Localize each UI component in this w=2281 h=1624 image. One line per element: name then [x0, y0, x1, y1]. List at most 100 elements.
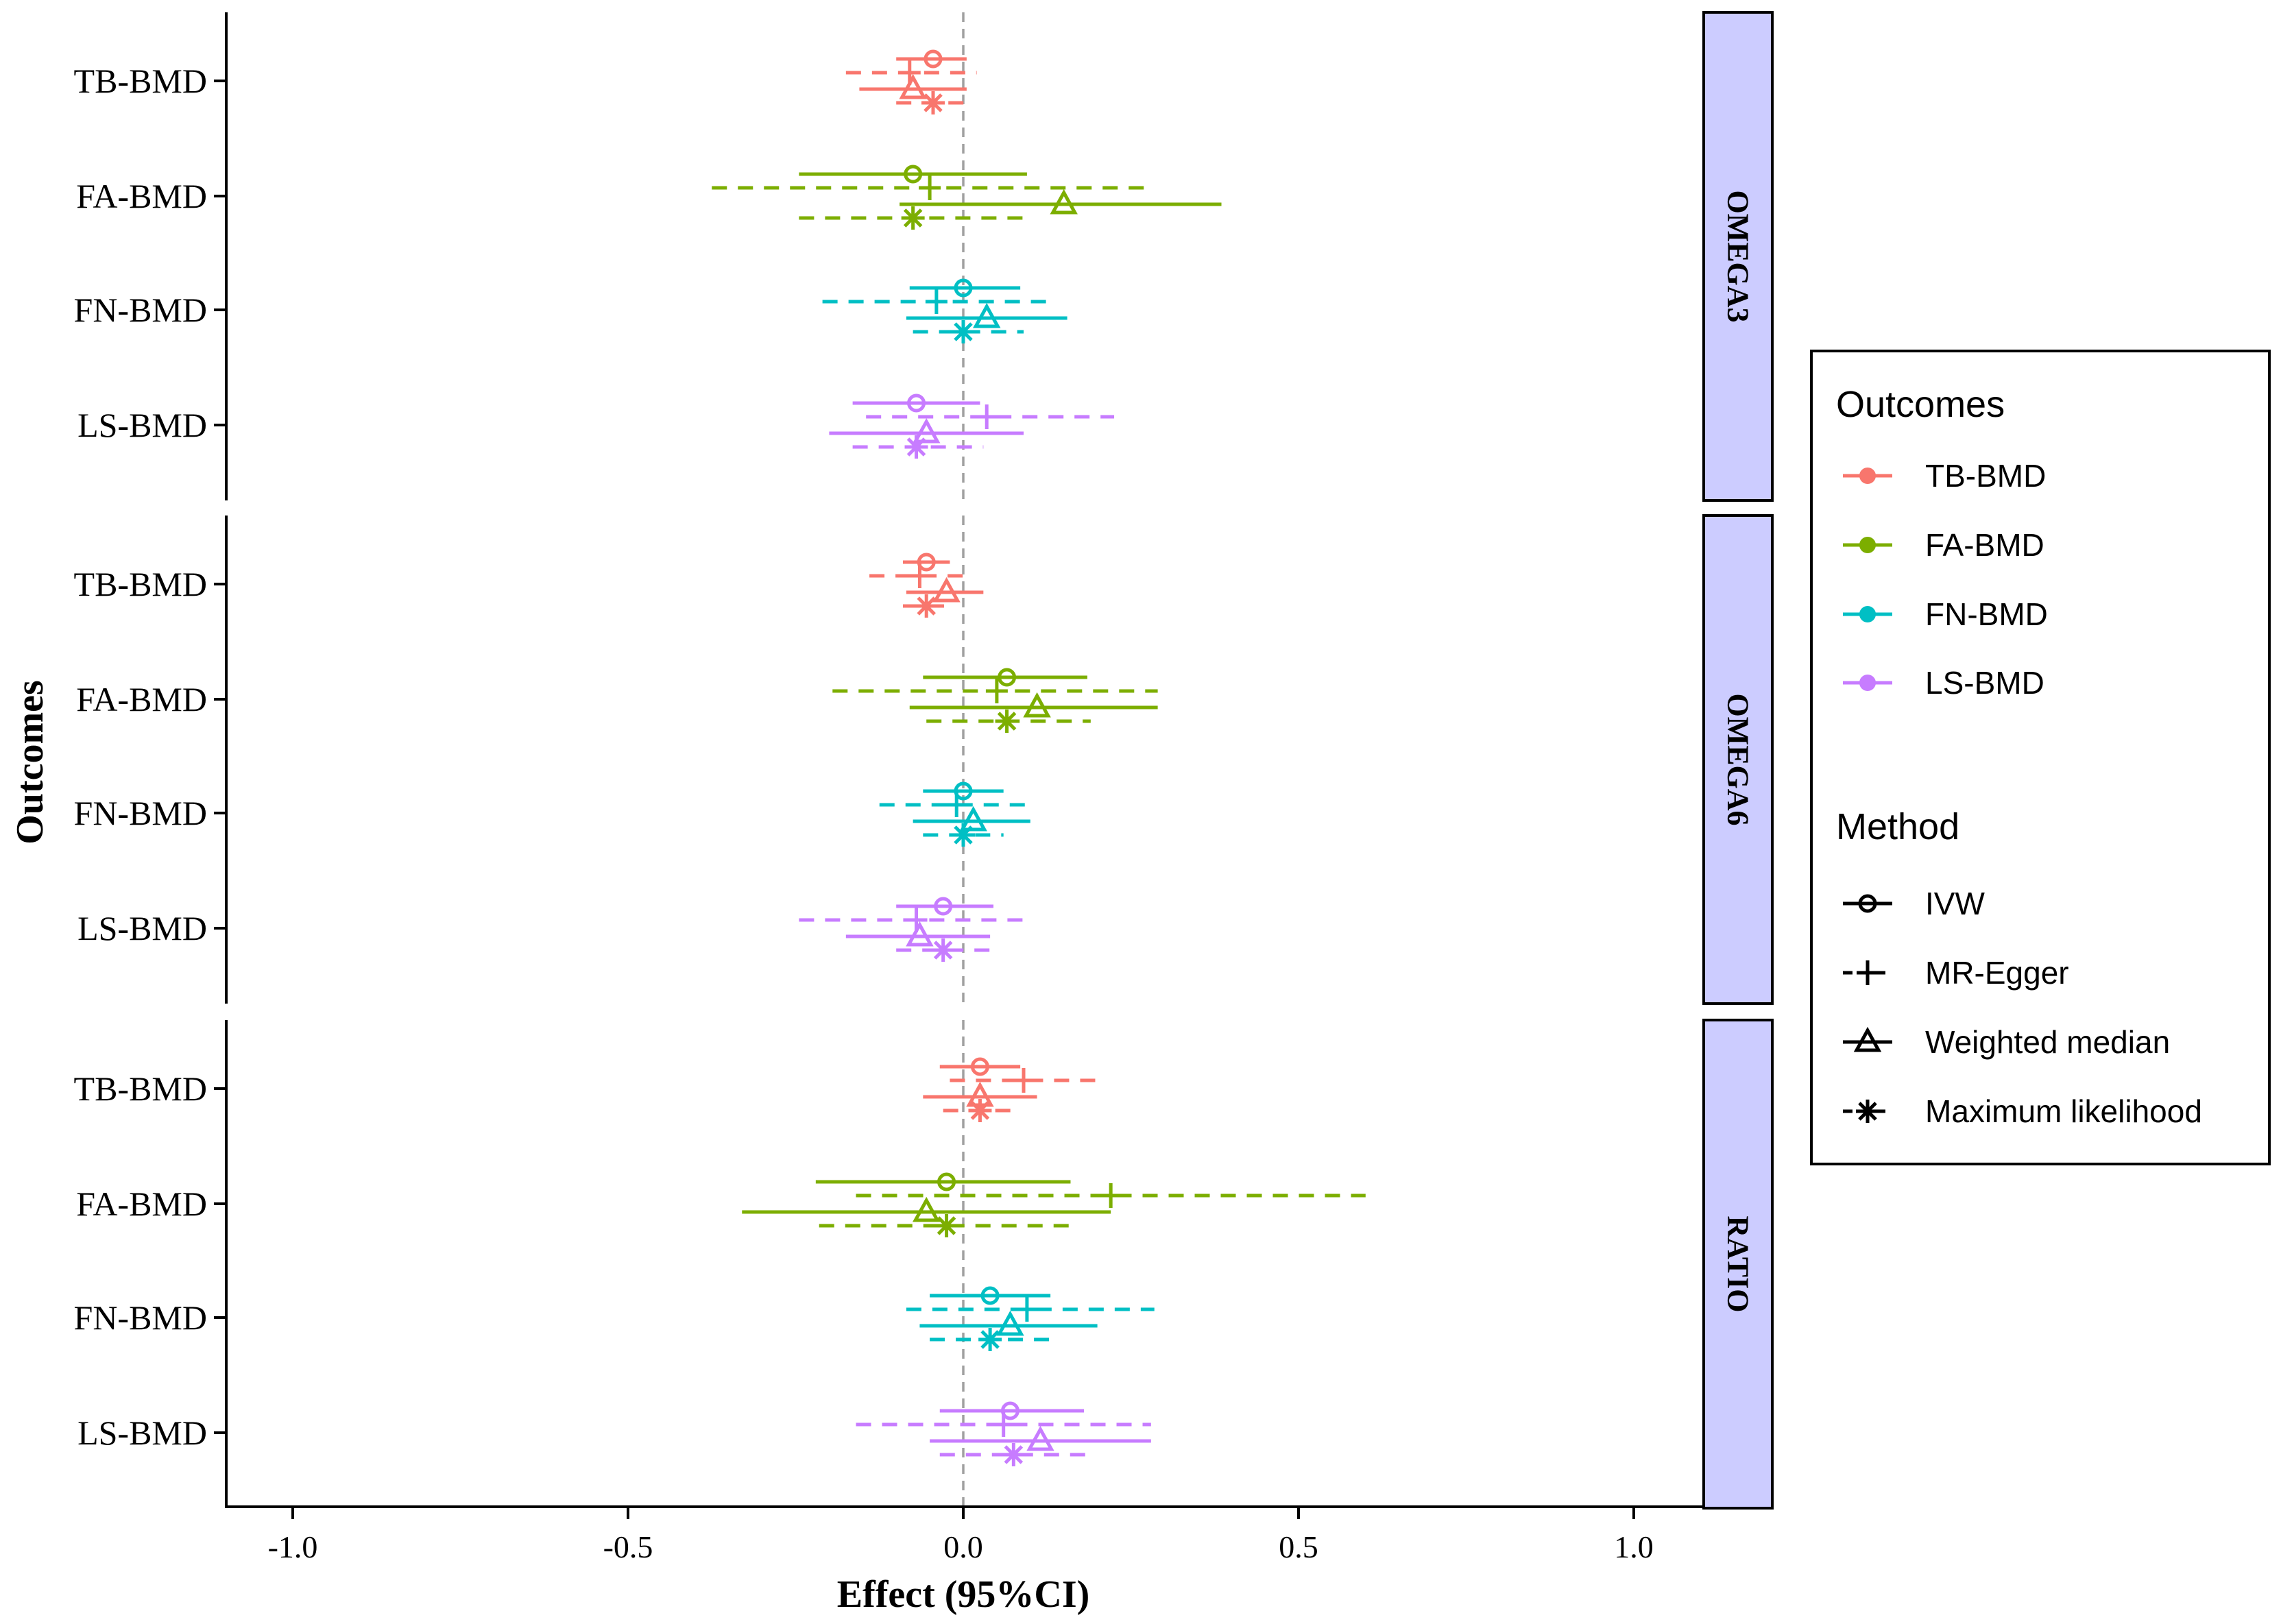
panel-omega3-fn-bmd-mr-egger-marker [925, 289, 948, 314]
panel-omega3-fn-bmd-maximum-likelihood-marker-d [954, 322, 973, 341]
panel-ratio-fa-bmd-weighted-median-marker [912, 1196, 941, 1222]
panel-omega3-fa-bmd-maximum-likelihood-marker [901, 206, 925, 230]
panel-omega3-tb-bmd-y-tick-label: TB-BMD [74, 62, 207, 100]
panels-layer: OMEGA3 TB-BMD FA-BMD FN-BMD LS-BMD OMEGA6 TB-B… [74, 11, 1774, 1510]
panel-ratio-fn-bmd-ivw-marker-circle [980, 1286, 1000, 1305]
panel-omega6-strip [1702, 514, 1774, 1005]
panel-omega3-ls-bmd-mr-egger-marker [976, 404, 998, 429]
panel-omega3-ls-bmd-ivw-marker [907, 393, 926, 413]
panel-ratio-fa-bmd-weighted-median-marker-triangle [912, 1196, 941, 1222]
panel-ratio-tb-bmd-ivw-marker [970, 1057, 989, 1076]
panel-omega6-fa-bmd-y-tick-label: FA-BMD [76, 680, 207, 718]
panel-ratio-ls-bmd-ivw-marker [1000, 1401, 1019, 1420]
panel-omega6-ls-bmd-y-tick-label: LS-BMD [77, 909, 207, 947]
panel-omega6-ls-bmd-maximum-likelihood-marker-d [933, 941, 953, 960]
x-tick-label-1: -0.5 [603, 1529, 653, 1564]
panel-omega3-ls-bmd-maximum-likelihood-marker [904, 435, 928, 459]
panel-omega6-tb-bmd-mr-egger-marker [908, 563, 931, 588]
panel-ratio-ls-bmd-y-tick-label: LS-BMD [77, 1414, 207, 1452]
panel-omega6-ls-bmd-ivw-marker-circle [934, 897, 953, 916]
panel-omega3-fn-bmd-maximum-likelihood-marker [952, 320, 975, 343]
panel-omega3-fn-bmd-weighted-median-marker-triangle [972, 302, 1001, 328]
panel-omega6-fn-bmd-y-tick-label: FN-BMD [74, 794, 207, 832]
panel-ratio-ls-bmd-weighted-median-marker [1026, 1425, 1054, 1451]
panel-ratio-ls-bmd-maximum-likelihood-marker [1002, 1443, 1026, 1466]
y-axis-title: Outcomes [9, 680, 51, 845]
panel-ratio-fn-bmd-maximum-likelihood-marker-d [980, 1330, 1000, 1349]
legend-label-weighted-median: Weighted median [1925, 1024, 2170, 1060]
panel-ratio: RATIO TB-BMD FA-BMD FN-BMD LS-BMD [74, 1019, 1774, 1510]
panel-ratio-tb-bmd-ivw-marker-circle [970, 1057, 989, 1076]
panel-omega6-fn-bmd-ivw-marker-circle [954, 781, 973, 801]
panel-omega3-strip [1702, 11, 1774, 502]
panel-omega3-tb-bmd-maximum-likelihood-marker-d [924, 93, 943, 112]
panel-omega3-fn-bmd-y-tick-label: FN-BMD [74, 291, 207, 329]
legend-key-marker-weighted-median-triangle [1853, 1026, 1882, 1052]
panel-omega6-tb-bmd-maximum-likelihood-marker [915, 594, 939, 618]
panel-omega6-strip-label: OMEGA6 [1722, 693, 1755, 825]
panel-omega6-tb-bmd-weighted-median-marker-triangle [932, 577, 961, 603]
panel-omega3-fa-bmd-weighted-median-marker-triangle [1050, 189, 1078, 215]
panel-ratio-tb-bmd-maximum-likelihood-marker [968, 1099, 992, 1122]
legend-label-tb-bmd: TB-BMD [1925, 458, 2046, 494]
panel-ratio-ls-bmd-maximum-likelihood-marker-d [1004, 1445, 1024, 1464]
legend-label-fa-bmd: FA-BMD [1925, 527, 2044, 563]
panel-omega6-tb-bmd-weighted-median-marker [932, 577, 961, 603]
legend-label-fn-bmd: FN-BMD [1925, 596, 2048, 632]
panel-omega6-fn-bmd-weighted-median-marker-triangle [959, 805, 987, 832]
panel-ratio-tb-bmd-y-tick-label: TB-BMD [74, 1069, 207, 1108]
panel-omega6-fa-bmd-maximum-likelihood-marker-d [997, 712, 1017, 731]
legend-key-marker-maximum-likelihood [1856, 1100, 1879, 1123]
panel-ratio-fa-bmd-ivw-marker [937, 1172, 956, 1191]
panel-ratio-ls-bmd-weighted-median-marker-triangle [1026, 1425, 1054, 1451]
panel-ratio-fa-bmd-maximum-likelihood-marker-d [937, 1216, 956, 1235]
panel-ratio-fn-bmd-maximum-likelihood-marker [978, 1328, 1002, 1351]
panel-ratio-fa-bmd-y-tick-label: FA-BMD [76, 1185, 207, 1223]
panel-ratio-fn-bmd-weighted-median-marker [996, 1310, 1024, 1336]
legend-key-marker-weighted-median [1853, 1026, 1882, 1052]
legend-label-ivw: IVW [1925, 886, 1985, 921]
panel-omega3-tb-bmd-ivw-marker [924, 49, 943, 69]
panel-ratio-fa-bmd-ivw-marker-circle [937, 1172, 956, 1191]
panel-omega3-tb-bmd-maximum-likelihood-marker [921, 91, 945, 114]
panel-omega3-fa-bmd-maximum-likelihood-marker-d [903, 208, 923, 228]
panel-omega6-fa-bmd-maximum-likelihood-marker [995, 710, 1019, 733]
panel-omega6-fa-bmd-mr-egger-marker [985, 679, 1008, 703]
legend-box [1810, 350, 2271, 1165]
x-axis: -1.0 -0.5 0.0 0.5 1.0 [226, 1505, 1704, 1564]
panel-omega6-ls-bmd-ivw-marker [934, 897, 953, 916]
legend-key-marker-ivw [1858, 894, 1877, 913]
legend-label-ls-bmd: LS-BMD [1925, 665, 2044, 701]
panel-ratio-fn-bmd-y-tick-label: FN-BMD [74, 1298, 207, 1337]
legend-key-marker-ivw-circle [1858, 894, 1877, 913]
panel-omega3-ls-bmd-weighted-median-marker-triangle [912, 417, 941, 444]
legend: Outcomes TB-BMD FA-BMD FN-BMD LS-BMD Method IV… [1810, 350, 2271, 1165]
panel-omega3-ls-bmd-maximum-likelihood-marker-d [906, 437, 926, 457]
panel-omega6-tb-bmd-ivw-marker [917, 553, 936, 572]
panel-omega3-fn-bmd-ivw-marker-circle [954, 278, 973, 298]
panel-omega3-ls-bmd-weighted-median-marker [912, 417, 941, 444]
panel-omega6-fa-bmd-ivw-marker-circle [998, 668, 1017, 687]
panel-ratio-fa-bmd-maximum-likelihood-marker [934, 1214, 958, 1237]
panel-ratio-fn-bmd-weighted-median-marker-triangle [996, 1310, 1024, 1336]
panel-omega6-fn-bmd-mr-egger-marker [945, 792, 968, 817]
panel-omega3-ls-bmd-ivw-marker-circle [907, 393, 926, 413]
x-tick-label-2: 0.0 [943, 1529, 983, 1564]
legend-label-mr-egger: MR-Egger [1925, 955, 2069, 991]
panel-omega6: OMEGA6 TB-BMD FA-BMD FN-BMD LS-BMD [74, 514, 1774, 1005]
panel-ratio-fn-bmd-ivw-marker [980, 1286, 1000, 1305]
panel-ratio-fa-bmd-mr-egger-marker [1100, 1183, 1122, 1208]
panel-omega3-strip-label: OMEGA3 [1722, 190, 1755, 322]
legend-key-marker-maximum-likelihood-d [1858, 1102, 1877, 1121]
panel-omega6-ls-bmd-weighted-median-marker-triangle [906, 921, 934, 947]
x-tick-label-4: 1.0 [1614, 1529, 1654, 1564]
panel-omega6-fn-bmd-maximum-likelihood-marker [952, 823, 975, 847]
panel-ratio-strip-label: RATIO [1722, 1216, 1755, 1313]
panel-omega3: OMEGA3 TB-BMD FA-BMD FN-BMD LS-BMD [74, 11, 1774, 502]
panel-omega3-fa-bmd-ivw-marker-circle [904, 165, 923, 184]
panel-omega3-fa-bmd-mr-egger-marker [919, 175, 941, 200]
panel-omega6-fn-bmd-weighted-median-marker [959, 805, 987, 832]
panel-omega3-tb-bmd-weighted-median-marker [899, 73, 927, 99]
legend-key-point-fa-bmd [1859, 537, 1876, 553]
panel-omega3-tb-bmd-weighted-median-marker-triangle [899, 73, 927, 99]
